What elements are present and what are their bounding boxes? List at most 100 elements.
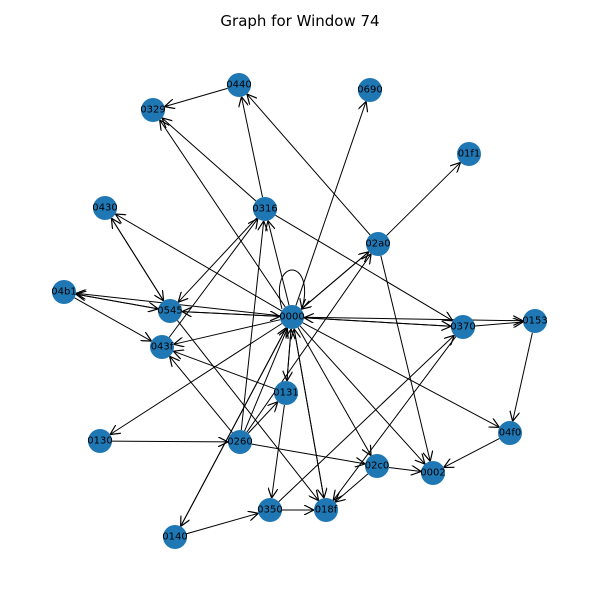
node-label: 0131 [273, 388, 298, 399]
edge-0153-04f0 [513, 332, 533, 422]
node-0329: 0329 [140, 98, 166, 122]
node-circle [314, 498, 338, 522]
node-label: 0130 [87, 436, 112, 447]
edge-0545-0000 [181, 312, 280, 317]
edge-0430-0545 [110, 217, 163, 301]
node-circle [52, 280, 76, 304]
edge-0000-0002 [299, 325, 425, 464]
node-0002: 0002 [420, 461, 446, 485]
node-label: 04f0 [499, 428, 522, 439]
node-018f: 018f [314, 498, 338, 522]
node-label: 0545 [157, 306, 182, 317]
edge-0370-018f [333, 336, 457, 501]
node-label: 0440 [226, 80, 251, 91]
node-label: 0000 [279, 312, 304, 323]
node-label: 0140 [162, 532, 187, 543]
edge-0440-0329 [165, 87, 228, 106]
node-0316: 0316 [252, 197, 278, 221]
node-label: 04b1 [51, 287, 76, 298]
node-label: 01f1 [458, 149, 481, 160]
node-circle [227, 73, 251, 97]
edge-018f-0000 [294, 329, 325, 499]
edge-0000-0370 [303, 317, 451, 327]
node-label: 043f [151, 342, 174, 353]
node-label: 02a0 [365, 239, 390, 250]
node-0430: 0430 [92, 196, 118, 220]
edge-0545-018f [177, 320, 318, 500]
node-circle [421, 461, 445, 485]
edge-0000-0329 [160, 120, 286, 308]
node-circle [258, 498, 282, 522]
node-label: 0329 [140, 105, 165, 116]
node-0153: 0153 [522, 309, 548, 333]
node-label: 0370 [450, 322, 475, 333]
edge-0000-0316 [268, 221, 290, 306]
edge-0260-02a0 [246, 254, 371, 433]
node-circle [365, 454, 389, 478]
edge-04b1-0545 [75, 293, 158, 309]
edge-0000-0690 [295, 101, 366, 306]
node-label: 0350 [257, 505, 282, 516]
edge-0000-0130 [110, 323, 283, 435]
node-label: 0690 [357, 85, 382, 96]
edge-0130-0260 [111, 441, 228, 442]
edge-04f0-0002 [444, 438, 500, 468]
node-01f1: 01f1 [457, 142, 481, 166]
edge-0140-0000 [180, 328, 287, 527]
edge-0000-0000 [278, 269, 304, 309]
edge-0316-0545 [178, 217, 258, 302]
node-circle [228, 430, 252, 454]
edge-043f-0316 [168, 219, 258, 338]
node-0140: 0140 [162, 525, 188, 549]
edge-0131-043f [173, 351, 275, 390]
edge-0260-0316 [240, 221, 263, 431]
node-label: 0430 [92, 203, 117, 214]
node-circle [451, 315, 475, 339]
edge-04b1-043f [74, 297, 151, 341]
edge-0000-0153 [303, 317, 523, 321]
edge-0140-0350 [186, 513, 259, 535]
node-04b1: 04b1 [51, 280, 77, 304]
edge-0000-043f [174, 319, 281, 345]
edge-0000-04f0 [302, 322, 500, 428]
node-label: 02c0 [365, 461, 390, 472]
node-layer: 0000 0440 0690 0329 01f1 0430 0316 02a0 04b1 0545… [51, 73, 548, 549]
node-label: 0316 [252, 204, 277, 215]
node-circle [93, 196, 117, 220]
graph-title: Graph for Window 74 [220, 12, 380, 30]
node-04f0: 04f0 [498, 421, 522, 445]
node-0690: 0690 [357, 78, 383, 102]
edge-0370-0153 [474, 322, 523, 326]
node-0130: 0130 [87, 429, 113, 453]
node-circle [274, 381, 298, 405]
edge-0260-0131 [247, 402, 278, 434]
node-0350: 0350 [257, 498, 283, 522]
node-label: 018f [315, 505, 338, 516]
node-0370: 0370 [450, 315, 476, 339]
node-circle [523, 309, 547, 333]
edge-02a0-0000 [301, 251, 370, 309]
edge-0350-0370 [278, 335, 455, 503]
edge-02c0-0002 [388, 467, 421, 471]
edge-0131-0350 [272, 404, 285, 498]
node-043f: 043f [150, 335, 174, 359]
node-circle [158, 299, 182, 323]
node-circle [88, 429, 112, 453]
node-circle [163, 525, 187, 549]
node-0440: 0440 [226, 73, 252, 97]
edge-0260-02c0 [251, 443, 365, 464]
node-circle [457, 142, 481, 166]
edge-0316-0329 [162, 118, 257, 202]
edge-0260-0000 [244, 328, 288, 432]
node-02a0: 02a0 [365, 232, 391, 256]
edge-02a0-0002 [380, 255, 430, 462]
node-circle [358, 78, 382, 102]
node-circle [141, 98, 165, 122]
node-0000: 0000 [279, 305, 305, 329]
node-0131: 0131 [273, 381, 299, 405]
edge-layer [74, 87, 533, 535]
edge-0260-043f [170, 356, 233, 434]
node-label: 0260 [227, 437, 252, 448]
node-circle [498, 421, 522, 445]
node-label: 0002 [420, 468, 445, 479]
